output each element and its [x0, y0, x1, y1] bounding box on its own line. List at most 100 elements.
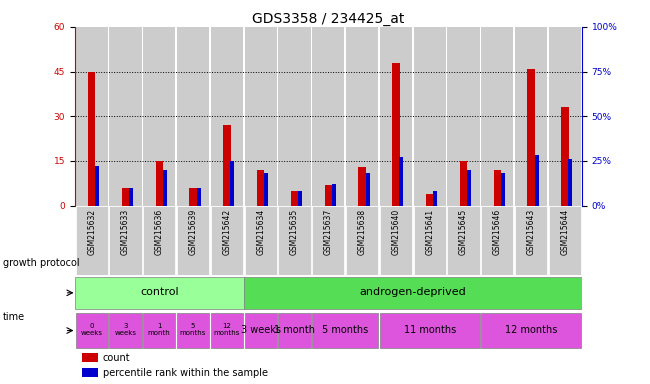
Bar — [129, 188, 133, 205]
Bar — [527, 69, 535, 205]
Text: GSM215641: GSM215641 — [425, 209, 434, 255]
Bar — [162, 170, 167, 205]
Bar — [447, 27, 480, 205]
Text: control: control — [140, 287, 179, 297]
Text: GSM215633: GSM215633 — [121, 209, 130, 255]
Bar — [264, 173, 268, 205]
Bar — [298, 191, 302, 205]
Bar — [312, 27, 344, 205]
Bar — [426, 194, 434, 205]
Text: GSM215636: GSM215636 — [155, 209, 164, 255]
Title: GDS3358 / 234425_at: GDS3358 / 234425_at — [252, 12, 404, 26]
Bar — [88, 71, 96, 205]
Bar — [244, 205, 277, 275]
Bar — [291, 190, 298, 205]
Text: percentile rank within the sample: percentile rank within the sample — [103, 368, 268, 378]
Text: time: time — [3, 312, 25, 322]
Text: 5
months: 5 months — [180, 323, 206, 336]
Text: GSM215643: GSM215643 — [526, 209, 536, 255]
Text: growth protocol: growth protocol — [3, 258, 80, 268]
Text: count: count — [103, 353, 130, 363]
Text: 12
months: 12 months — [214, 323, 240, 336]
Bar — [481, 27, 514, 205]
Text: GSM215632: GSM215632 — [87, 209, 96, 255]
Bar — [177, 205, 209, 275]
Bar — [211, 313, 243, 348]
Bar — [75, 27, 108, 205]
Bar — [549, 27, 581, 205]
Bar — [75, 205, 108, 275]
Bar — [211, 27, 243, 205]
Bar — [332, 184, 336, 205]
Bar — [515, 205, 547, 275]
Text: 5 months: 5 months — [322, 325, 369, 335]
Bar — [257, 170, 265, 205]
Text: GSM215639: GSM215639 — [188, 209, 198, 255]
Bar — [122, 188, 129, 205]
Bar — [143, 27, 176, 205]
Text: androgen-deprived: androgen-deprived — [359, 287, 466, 297]
Bar — [515, 27, 547, 205]
Text: GSM215635: GSM215635 — [290, 209, 299, 255]
Bar — [380, 205, 412, 275]
Bar — [155, 161, 163, 205]
Text: GSM215646: GSM215646 — [493, 209, 502, 255]
Bar — [95, 166, 99, 205]
Bar — [460, 161, 467, 205]
Bar — [481, 313, 581, 348]
Text: 3 weeks: 3 weeks — [240, 325, 281, 335]
Text: GSM215640: GSM215640 — [391, 209, 400, 255]
Bar — [346, 205, 378, 275]
Bar — [109, 313, 142, 348]
Bar — [413, 205, 446, 275]
Bar — [312, 313, 378, 348]
Bar — [177, 27, 209, 205]
Bar — [534, 156, 539, 205]
Bar — [244, 277, 582, 309]
Text: GSM215642: GSM215642 — [222, 209, 231, 255]
Bar — [196, 188, 201, 205]
Text: 0
weeks: 0 weeks — [81, 323, 103, 336]
Bar — [346, 27, 378, 205]
Bar — [143, 205, 176, 275]
Bar — [324, 185, 332, 205]
Bar — [447, 205, 480, 275]
Bar — [177, 313, 209, 348]
Bar — [223, 125, 231, 205]
Bar — [83, 353, 98, 362]
Bar — [244, 27, 277, 205]
Bar — [549, 205, 581, 275]
Bar — [399, 157, 404, 205]
Text: 3
weeks: 3 weeks — [114, 323, 136, 336]
Bar — [244, 313, 277, 348]
Bar — [500, 173, 505, 205]
Text: GSM215645: GSM215645 — [459, 209, 468, 255]
Bar — [358, 167, 366, 205]
Bar — [230, 161, 235, 205]
Bar — [109, 27, 142, 205]
Text: GSM215644: GSM215644 — [560, 209, 569, 255]
Bar — [278, 27, 311, 205]
Bar — [493, 170, 501, 205]
Bar — [109, 205, 142, 275]
Bar — [568, 159, 573, 205]
Text: 11 months: 11 months — [404, 325, 456, 335]
Bar — [380, 27, 412, 205]
Bar — [83, 368, 98, 377]
Bar — [467, 170, 471, 205]
Bar — [75, 313, 108, 348]
Bar — [392, 63, 400, 205]
Text: 1
month: 1 month — [148, 323, 170, 336]
Bar — [433, 191, 437, 205]
Bar — [365, 173, 370, 205]
Text: GSM215637: GSM215637 — [324, 209, 333, 255]
Text: 1 month: 1 month — [274, 325, 315, 335]
Bar — [561, 107, 569, 205]
Bar — [481, 205, 514, 275]
Bar — [278, 205, 311, 275]
Bar — [278, 313, 311, 348]
Bar — [75, 277, 244, 309]
Text: GSM215638: GSM215638 — [358, 209, 367, 255]
Bar — [211, 205, 243, 275]
Bar — [413, 27, 446, 205]
